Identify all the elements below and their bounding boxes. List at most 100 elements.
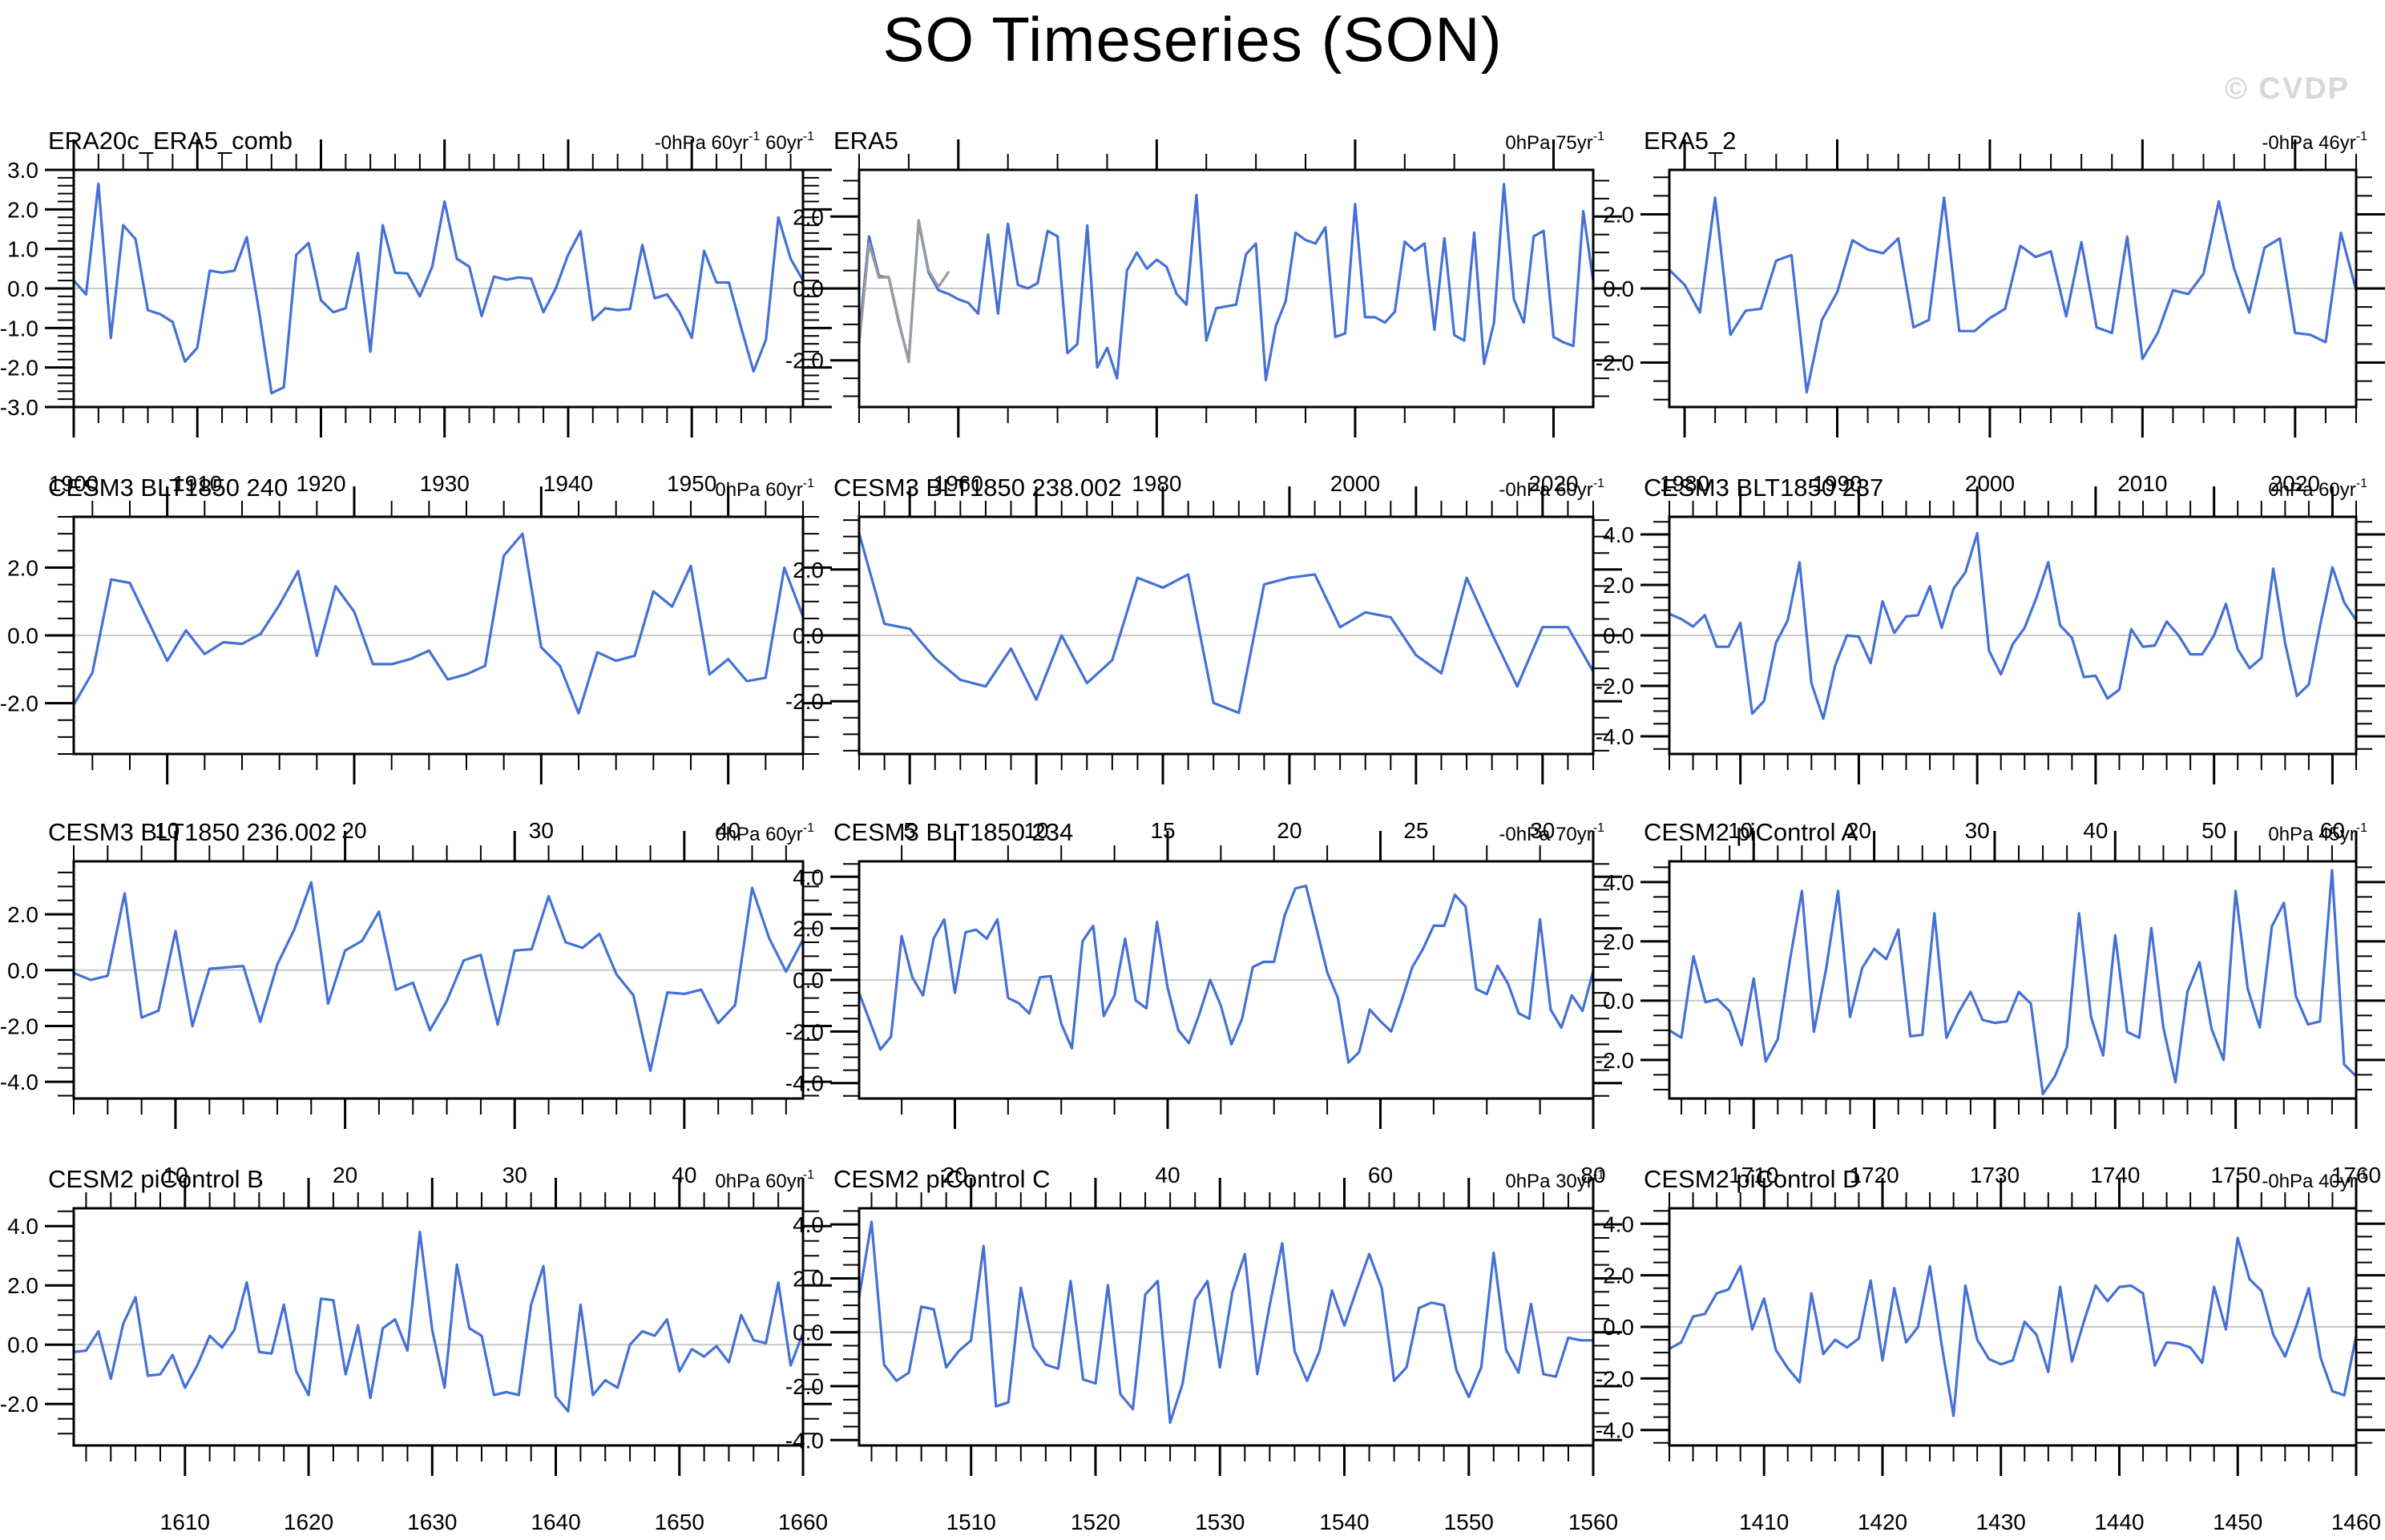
panel-title: ERA5_2 bbox=[1644, 127, 1736, 155]
y-tick-label: 2.0 bbox=[7, 1273, 38, 1298]
series-line bbox=[858, 1220, 1595, 1424]
series-line bbox=[858, 884, 1595, 1064]
chart-svg: 5 10 15 20 25 30 2.0 0.0 -2.0 CESM3 BLT1850 238.0… bbox=[785, 474, 1622, 843]
x-tick-label: 1900 bbox=[49, 471, 99, 496]
y-tick-label: 0.0 bbox=[793, 276, 824, 301]
x-tick-label: 1960 bbox=[934, 471, 983, 496]
cvdp-watermark: © CVDP bbox=[2224, 72, 2350, 106]
y-tick-label: 2.0 bbox=[793, 917, 824, 941]
x-tick-label: 1630 bbox=[407, 1510, 457, 1534]
chart-svg: 1610 1620 1630 1640 1650 16604.02.00.0-2.0CES… bbox=[0, 1165, 832, 1534]
y-tick-label: -2.0 bbox=[0, 691, 38, 716]
series-line bbox=[1668, 869, 2358, 1095]
y-tick-label: -2.0 bbox=[785, 1019, 824, 1044]
panel-title: CESM3 BLT1850 240 bbox=[48, 474, 288, 502]
x-tick-label: 1930 bbox=[420, 471, 470, 496]
y-tick-label: 2.0 bbox=[793, 558, 824, 583]
panel-header-right: -0hPa 40yr-1 bbox=[2262, 1168, 2367, 1192]
panel-header-right: -0hPa 70yr-1 bbox=[1499, 821, 1604, 845]
x-tick-label: 2010 bbox=[2117, 471, 2167, 496]
panel-title: CESM2 piControl A bbox=[1644, 818, 1858, 846]
x-tick-label: 1620 bbox=[284, 1510, 333, 1534]
plot-border bbox=[72, 860, 805, 1100]
x-tick-label: 1440 bbox=[2094, 1510, 2144, 1534]
y-tick-label: -2.0 bbox=[0, 356, 38, 381]
timeseries-panel-cesm3-blt1850-238-002: 5 10 15 20 25 30 2.0 0.0 -2.0 CESM3 BLT1850 238.0… bbox=[779, 456, 1641, 849]
x-tick-label: 1460 bbox=[2331, 1510, 2381, 1534]
y-tick-label: 4.0 bbox=[1603, 522, 1634, 547]
series-line bbox=[1668, 531, 2358, 720]
panel-header-right: 0hPa 60yr-1 bbox=[715, 821, 814, 845]
x-tick-label: 40 bbox=[2083, 818, 2108, 843]
series-line bbox=[72, 1230, 805, 1413]
x-tick-label: 1420 bbox=[1858, 1510, 1907, 1534]
chart-svg: 1980 1990 2000 2010 2020 2.0 0.0 -2.0 ERA5_2 -0hP… bbox=[1596, 127, 2385, 496]
chart-svg: 1960 1980 2000 2020 2.0 0.0 -2.0 ERA5 0hPa 75yr-… bbox=[785, 127, 1622, 496]
panel-header-right: 0hPa 45yr-1 bbox=[2268, 821, 2367, 845]
y-tick-label: 0.0 bbox=[1603, 989, 1634, 1014]
panel-header-right: -0hPa 60yr-1 bbox=[1499, 477, 1604, 501]
x-tick-label: 1650 bbox=[655, 1510, 704, 1534]
x-tick-label: 1510 bbox=[946, 1510, 996, 1534]
plot-border bbox=[1668, 860, 2358, 1100]
x-tick-label: 40 bbox=[1155, 1163, 1180, 1187]
y-tick-label: 2.0 bbox=[1603, 203, 1634, 228]
y-tick-label: 2.0 bbox=[7, 902, 38, 927]
x-tick-label: 20 bbox=[1846, 818, 1871, 843]
timeseries-panel-era20c-era5-comb: 1900 1910 1920 1930 1940 1950 3.0 2.0 1.0 0.0 -1.0… bbox=[0, 109, 851, 502]
y-tick-label: 4.0 bbox=[1603, 870, 1634, 895]
panel-title: CESM3 BLT1850 238.002 bbox=[833, 474, 1122, 502]
x-tick-label: 25 bbox=[1403, 818, 1428, 843]
timeseries-panel-cesm3-blt1850-236-002: 10 20 30 40 2.0 0.0 -2.0 -4.0 CESM3 BLT1850 236.… bbox=[0, 800, 851, 1193]
x-tick-label: 1410 bbox=[1739, 1510, 1789, 1534]
chart-svg: 1900 1910 1920 1930 1940 1950 3.0 2.0 1.0 0.0 -1.0… bbox=[0, 127, 832, 496]
y-tick-label: -2.0 bbox=[1596, 674, 1634, 699]
panel-header-right: 0hPa 75yr-1 bbox=[1505, 130, 1604, 154]
y-tick-label: 2.0 bbox=[7, 555, 38, 580]
y-tick-label: 2.0 bbox=[1603, 573, 1634, 598]
x-tick-label: 1750 bbox=[2211, 1163, 2261, 1187]
y-tick-label: -2.0 bbox=[785, 349, 824, 373]
timeseries-panel-cesm2-picontrol-c: 1510 1520 1530 1540 1550 1560 4.0 2.0 0.0 -2.0 -4.… bbox=[779, 1147, 1641, 1540]
x-tick-label: 20 bbox=[333, 1163, 357, 1187]
x-tick-label: 1430 bbox=[1976, 1510, 2026, 1534]
y-tick-label: -4.0 bbox=[1596, 1418, 1634, 1443]
panel-title: CESM2 piControl C bbox=[833, 1165, 1050, 1193]
x-tick-label: 1980 bbox=[1660, 471, 1709, 496]
x-tick-label: 1610 bbox=[160, 1510, 210, 1534]
panel-header-right: -0hPa 46yr-1 bbox=[2262, 130, 2367, 154]
y-tick-label: -4.0 bbox=[0, 1070, 38, 1095]
series-line bbox=[72, 182, 805, 395]
panel-title: CESM3 BLT1850 237 bbox=[1644, 474, 1883, 502]
chart-svg: 1410 1420 1430 1440 1450 1460 4.0 2.0 0.0 -2.0 -4.… bbox=[1596, 1165, 2385, 1534]
x-tick-label: 5 bbox=[903, 818, 916, 843]
y-tick-label: 4.0 bbox=[7, 1214, 38, 1239]
x-tick-label: 30 bbox=[529, 818, 554, 843]
series-line bbox=[72, 532, 805, 715]
chart-svg: 1710 1720 1730 1740 1750 17604.02.00.0-2.0CES… bbox=[1596, 818, 2385, 1187]
y-tick-label: 2.0 bbox=[1603, 929, 1634, 954]
x-tick-label: 1550 bbox=[1444, 1510, 1494, 1534]
y-tick-label: 4.0 bbox=[1603, 1211, 1634, 1236]
y-tick-label: -3.0 bbox=[0, 395, 38, 420]
y-tick-label: -2.0 bbox=[1596, 1048, 1634, 1073]
x-tick-label: 1980 bbox=[1132, 471, 1181, 496]
timeseries-panel-cesm3-blt1850-240: 10 20 30 40 2.0 0.0 -2.0 CESM3 BLT1850 240 0hPa … bbox=[0, 456, 851, 849]
y-tick-label: -2.0 bbox=[1596, 351, 1634, 376]
y-tick-label: 4.0 bbox=[793, 865, 824, 889]
x-tick-label: 2000 bbox=[1330, 471, 1380, 496]
x-tick-label: 60 bbox=[2320, 818, 2345, 843]
y-tick-label: -1.0 bbox=[0, 316, 38, 341]
series-line bbox=[72, 881, 805, 1072]
x-tick-label: 1950 bbox=[667, 471, 716, 496]
timeseries-panel-era5: 1960 1980 2000 2020 2.0 0.0 -2.0 ERA5 0hPa 75yr-… bbox=[779, 109, 1641, 502]
x-tick-label: 1920 bbox=[296, 471, 345, 496]
y-tick-label: 0.0 bbox=[7, 276, 38, 301]
x-tick-label: 1450 bbox=[2213, 1510, 2262, 1534]
y-tick-label: -2.0 bbox=[0, 1014, 38, 1038]
series-line bbox=[858, 531, 1595, 715]
page-title: SO Timeseries (SON) bbox=[882, 4, 1503, 75]
y-tick-label: -4.0 bbox=[785, 1428, 824, 1453]
